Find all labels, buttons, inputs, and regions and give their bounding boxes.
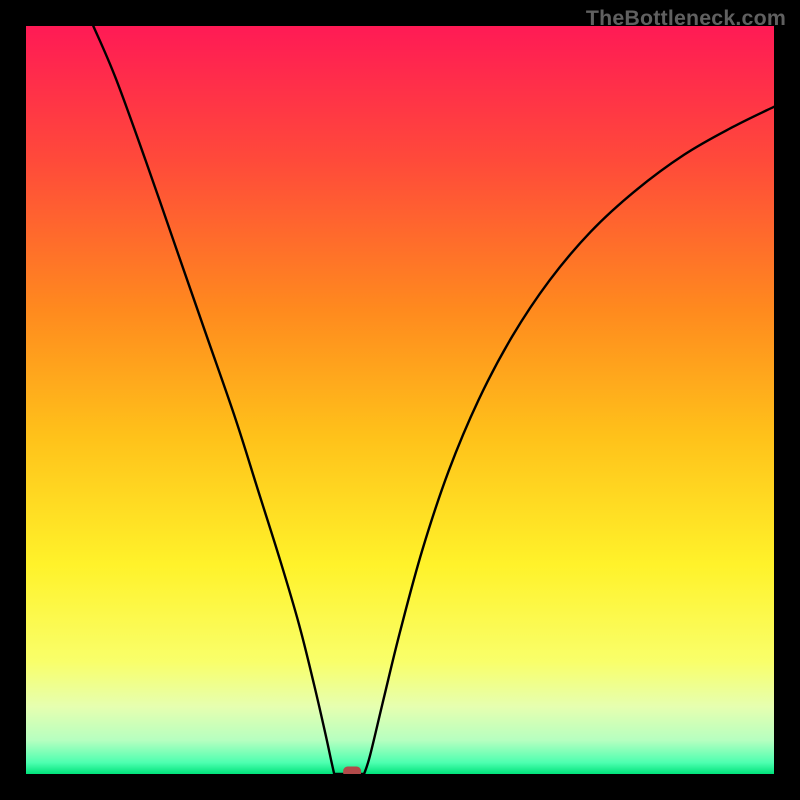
bottleneck-chart <box>0 0 800 800</box>
watermark-text: TheBottleneck.com <box>586 6 786 31</box>
chart-container: TheBottleneck.com <box>0 0 800 800</box>
